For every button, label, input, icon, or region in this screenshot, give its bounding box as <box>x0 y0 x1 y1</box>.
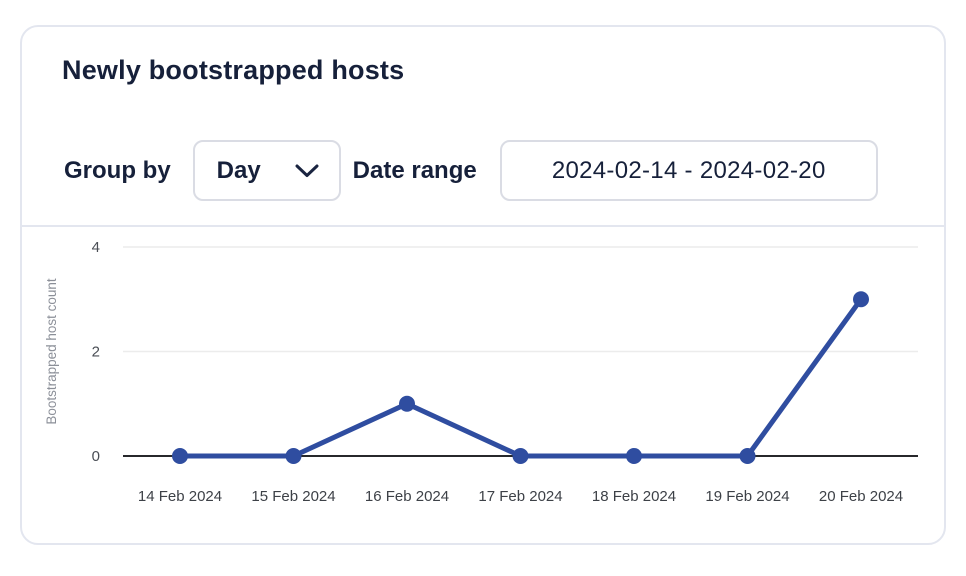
card-header: Newly bootstrapped hosts Group by Day Da… <box>22 27 944 225</box>
group-by-dropdown[interactable]: Day <box>192 140 341 201</box>
divider <box>22 225 944 227</box>
y-axis-label: Bootstrapped host count <box>44 278 59 425</box>
x-tick-label: 16 Feb 2024 <box>365 488 449 505</box>
card-title: Newly bootstrapped hosts <box>62 55 405 85</box>
x-tick-label: 18 Feb 2024 <box>592 488 676 505</box>
x-tick-label: 20 Feb 2024 <box>819 488 903 505</box>
data-point <box>853 291 869 308</box>
group-by-label: Group by <box>64 156 171 184</box>
group-by-value: Day <box>216 156 261 184</box>
chevron-down-icon <box>295 164 319 177</box>
x-tick-label: 17 Feb 2024 <box>478 488 562 505</box>
y-tick-label: 2 <box>92 344 100 361</box>
date-range-value: 2024-02-14 - 2024-02-20 <box>551 156 826 184</box>
bootstrapped-hosts-card: Newly bootstrapped hosts Group by Day Da… <box>20 25 946 545</box>
data-point <box>172 448 188 464</box>
data-line <box>177 296 864 459</box>
chart-svg: 0 2 4 Bootstrapped host count 14 Feb 2024 15 … <box>44 239 918 505</box>
data-point <box>399 395 415 412</box>
controls-row: Group by Day Date range 2024-02-14 - 202… <box>64 140 878 201</box>
data-point <box>512 448 529 464</box>
y-tick-label: 4 <box>92 239 100 256</box>
date-range-label: Date range <box>352 156 477 184</box>
data-point <box>285 448 302 464</box>
chart-area: 0 2 4 Bootstrapped host count 14 Feb 2024 15 … <box>22 227 944 545</box>
data-point <box>626 448 642 464</box>
data-point <box>739 448 756 464</box>
x-tick-label: 14 Feb 2024 <box>138 488 222 505</box>
x-tick-label: 19 Feb 2024 <box>705 488 789 505</box>
date-range-input[interactable]: 2024-02-14 - 2024-02-20 <box>499 140 878 201</box>
y-tick-label: 0 <box>92 448 100 465</box>
x-tick-label: 15 Feb 2024 <box>251 488 335 505</box>
